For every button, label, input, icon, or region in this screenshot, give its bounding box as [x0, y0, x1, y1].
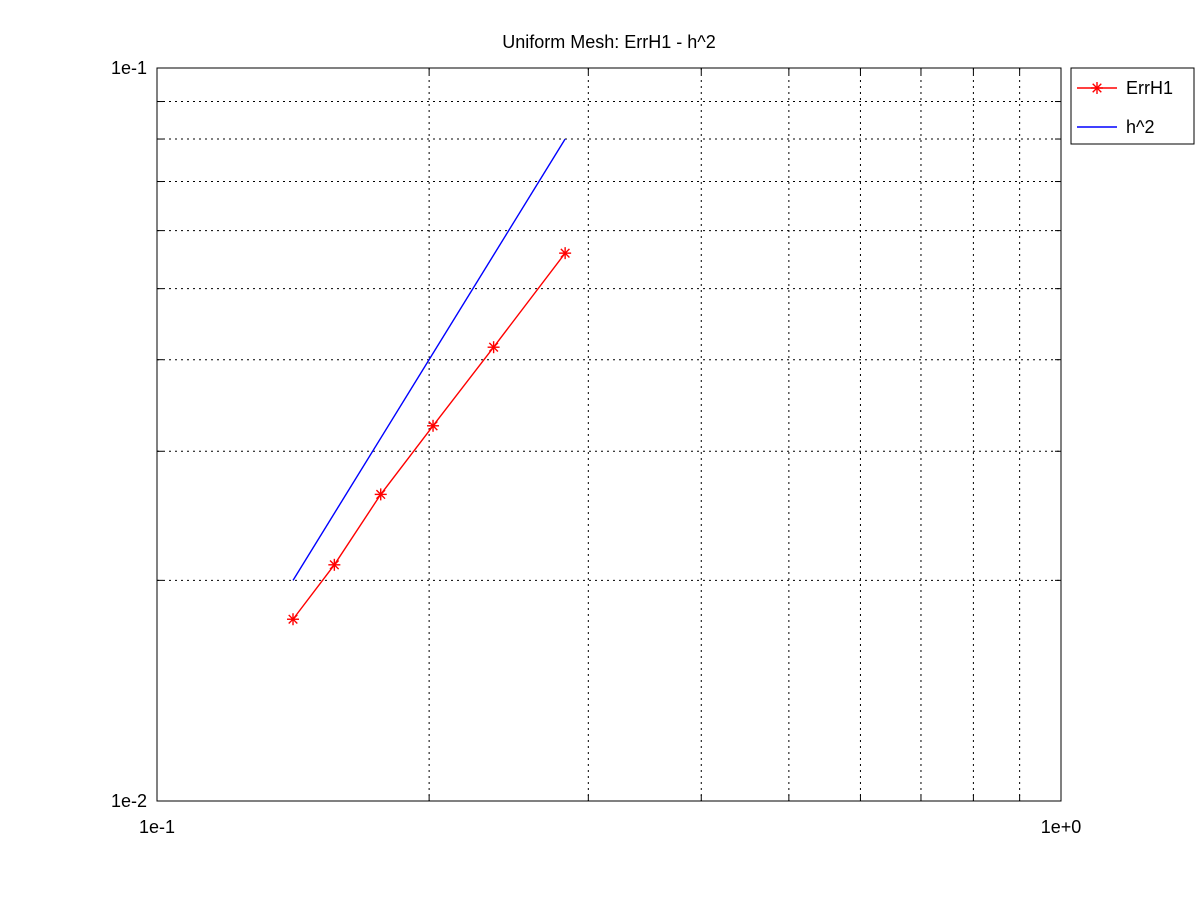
- series: [287, 138, 572, 626]
- legend-label-errh1: ErrH1: [1126, 78, 1173, 98]
- axis-ticks: [156, 67, 1062, 802]
- data-point-errh1: [328, 558, 341, 571]
- legend-box: [1070, 67, 1195, 145]
- data-point-errh1: [374, 488, 387, 501]
- data-point-errh1: [487, 341, 500, 354]
- chart-title: Uniform Mesh: ErrH1 - h^2: [502, 32, 716, 52]
- x-tick-label: 1e+0: [1041, 817, 1082, 837]
- plot-frame: [156, 67, 1062, 802]
- y-tick-label: 1e-1: [111, 58, 147, 78]
- series-line-errh1: [292, 252, 566, 620]
- data-point-errh1: [287, 613, 300, 626]
- legend-marker-errh1: [1091, 82, 1103, 94]
- data-point-errh1: [559, 247, 572, 260]
- data-point-errh1: [427, 419, 440, 432]
- series-line-h-2: [292, 138, 566, 581]
- grid: [157, 68, 1061, 801]
- axis-tick-labels: 1e-1 1e+0 1e-2 1e-1: [111, 58, 1081, 837]
- plot-area: [157, 68, 1061, 801]
- x-tick-label: 1e-1: [139, 817, 175, 837]
- legend-label-h-2: h^2: [1126, 117, 1154, 137]
- legend: ErrH1 h^2: [1070, 67, 1195, 145]
- y-tick-label: 1e-2: [111, 791, 147, 811]
